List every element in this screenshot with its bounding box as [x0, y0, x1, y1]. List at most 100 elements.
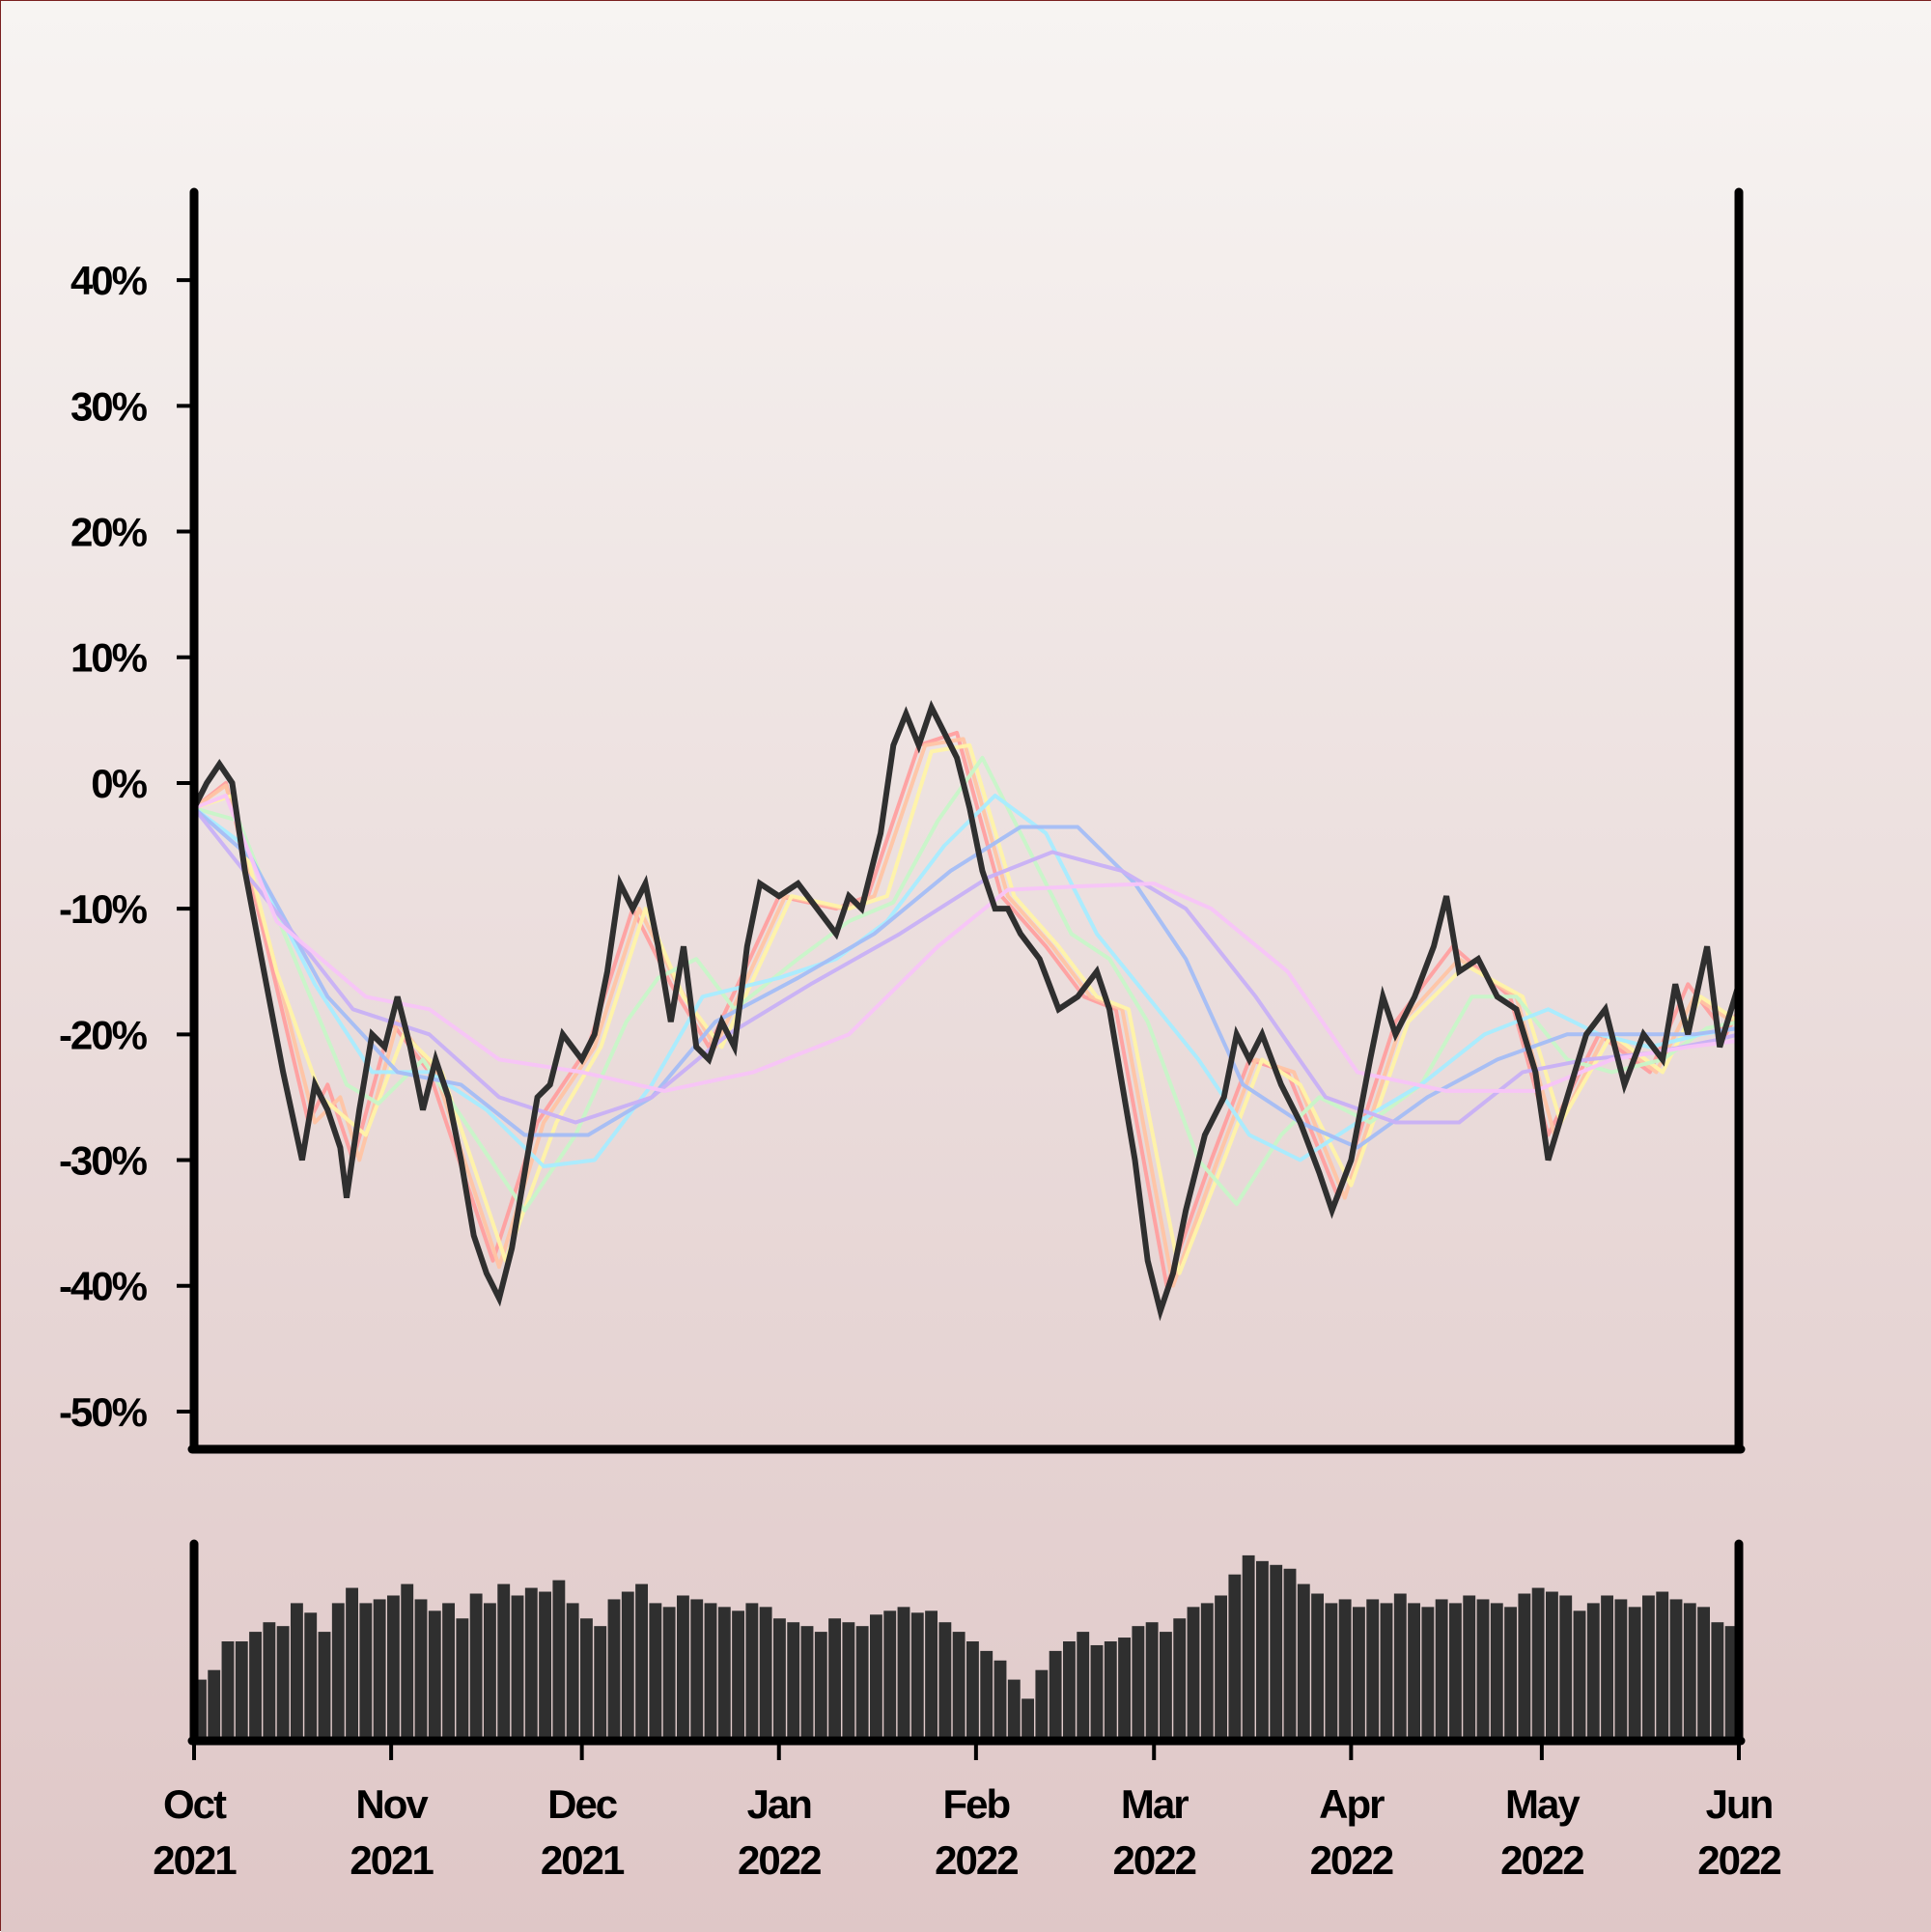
volume-bar [649, 1603, 662, 1737]
volume-bar [745, 1603, 759, 1737]
volume-bar [1573, 1610, 1586, 1737]
volume-bar [883, 1610, 897, 1737]
volume-bar [1546, 1591, 1558, 1737]
volume-bar [870, 1614, 882, 1737]
volume-bar [291, 1603, 303, 1737]
volume-bar [732, 1610, 744, 1737]
volume-bar [414, 1599, 428, 1737]
price-line-layer [191, 700, 1742, 1322]
volume-bar [910, 1612, 924, 1737]
volume-bar [1518, 1593, 1531, 1737]
volume-bar [511, 1595, 524, 1737]
x-tick-year: 2022 [1697, 1837, 1780, 1883]
x-tick-year: 2021 [153, 1837, 237, 1883]
volume-bar [1601, 1595, 1613, 1737]
y-tick-label: -50% [59, 1389, 148, 1435]
volume-bar [318, 1632, 331, 1737]
y-tick-label: -20% [59, 1012, 148, 1057]
volume-bar [980, 1650, 993, 1737]
volume-bar [276, 1626, 290, 1737]
volume-bar [1118, 1638, 1131, 1737]
x-tick-year: 2022 [738, 1837, 821, 1883]
volume-bar [428, 1610, 441, 1737]
volume-bar [1531, 1587, 1545, 1737]
volume-bar [1187, 1607, 1200, 1737]
volume-bar [1200, 1603, 1214, 1737]
volume-bar [524, 1587, 538, 1737]
x-tick-month: Nov [355, 1781, 429, 1827]
moving-average-line-4 [192, 755, 1741, 1213]
volume-bar [1063, 1641, 1076, 1737]
volume-bar [456, 1618, 469, 1737]
volume-bar [897, 1607, 910, 1737]
volume-bar [304, 1612, 318, 1737]
x-tick-year: 2022 [1500, 1837, 1583, 1883]
volume-bar [993, 1660, 1007, 1737]
volume-bar [1325, 1603, 1338, 1737]
volume-bar [331, 1603, 345, 1737]
volume-bar [1642, 1595, 1655, 1737]
y-tick-label: 0% [91, 761, 147, 806]
y-tick-label: 10% [70, 635, 148, 681]
x-tick-month: Mar [1121, 1781, 1189, 1827]
volume-bar [1366, 1599, 1380, 1737]
volume-bar [1628, 1607, 1641, 1737]
y-tick-label: -10% [59, 886, 148, 932]
x-tick-month: Jun [1706, 1781, 1773, 1827]
volume-bar [1449, 1603, 1462, 1737]
volume-bar [1669, 1599, 1683, 1737]
volume-bar [235, 1641, 248, 1737]
volume-bar [1586, 1603, 1600, 1737]
volume-bar [759, 1607, 772, 1737]
x-tick-month: Feb [943, 1781, 1010, 1827]
volume-bar [1656, 1591, 1669, 1737]
volume-bar [1380, 1603, 1393, 1737]
volume-bar [1476, 1599, 1490, 1737]
x-tick-year: 2022 [1113, 1837, 1196, 1883]
volume-bar [1490, 1603, 1503, 1737]
volume-bar [469, 1593, 483, 1737]
volume-bar [814, 1632, 827, 1737]
volume-bar [373, 1599, 386, 1737]
x-tick-month: Jan [747, 1781, 812, 1827]
x-tick-year: 2021 [350, 1837, 434, 1883]
x-tick-month: Apr [1319, 1781, 1385, 1827]
volume-bar [1559, 1595, 1573, 1737]
x-tick-month: Oct [163, 1781, 227, 1827]
volume-bar [1228, 1574, 1242, 1737]
y-axis-ticks: 40% 30% 20% 10% 0% -10% -20% -30% -40% -50% [59, 258, 194, 1435]
volume-bar [1077, 1632, 1090, 1737]
moving-average-line-7 [192, 806, 1741, 1125]
volume-bar [552, 1580, 566, 1737]
volume-bar [787, 1622, 800, 1737]
volume-bar [1256, 1560, 1269, 1737]
volume-bar [1683, 1603, 1696, 1737]
volume-bar [1711, 1622, 1724, 1737]
volume-bar [938, 1622, 952, 1737]
volume-bar [1104, 1641, 1117, 1737]
volume-bar [1145, 1622, 1159, 1737]
axes [187, 187, 1746, 1746]
volume-bar [1090, 1644, 1104, 1737]
volume-bar [1021, 1698, 1034, 1737]
volume-bar [580, 1618, 593, 1737]
volume-bar [925, 1610, 938, 1737]
volume-bar [966, 1641, 979, 1737]
volume-bar [359, 1603, 373, 1737]
volume-bar [717, 1607, 731, 1737]
x-tick-month: May [1505, 1781, 1581, 1827]
volume-bar [1242, 1554, 1255, 1737]
volume-bar [1724, 1626, 1738, 1737]
volume-bar [1435, 1599, 1448, 1737]
y-tick-label: 30% [70, 383, 148, 429]
volume-bar [1035, 1669, 1049, 1737]
x-tick-year: 2021 [541, 1837, 625, 1883]
volume-bar [1173, 1618, 1187, 1737]
volume-bar [1393, 1593, 1407, 1737]
volume-bar [677, 1595, 689, 1737]
volume-bar [828, 1618, 841, 1737]
y-tick-label: 40% [70, 258, 148, 303]
y-tick-label: -40% [59, 1264, 148, 1309]
moving-average-line-5 [192, 794, 1741, 1168]
